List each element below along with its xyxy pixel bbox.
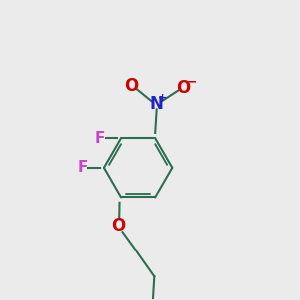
Text: O: O — [176, 79, 190, 97]
Text: O: O — [112, 217, 126, 235]
Text: −: − — [187, 76, 198, 89]
Text: +: + — [158, 93, 167, 103]
Text: F: F — [94, 131, 105, 146]
Text: O: O — [124, 77, 139, 95]
Text: N: N — [150, 95, 164, 113]
Text: F: F — [77, 160, 88, 175]
